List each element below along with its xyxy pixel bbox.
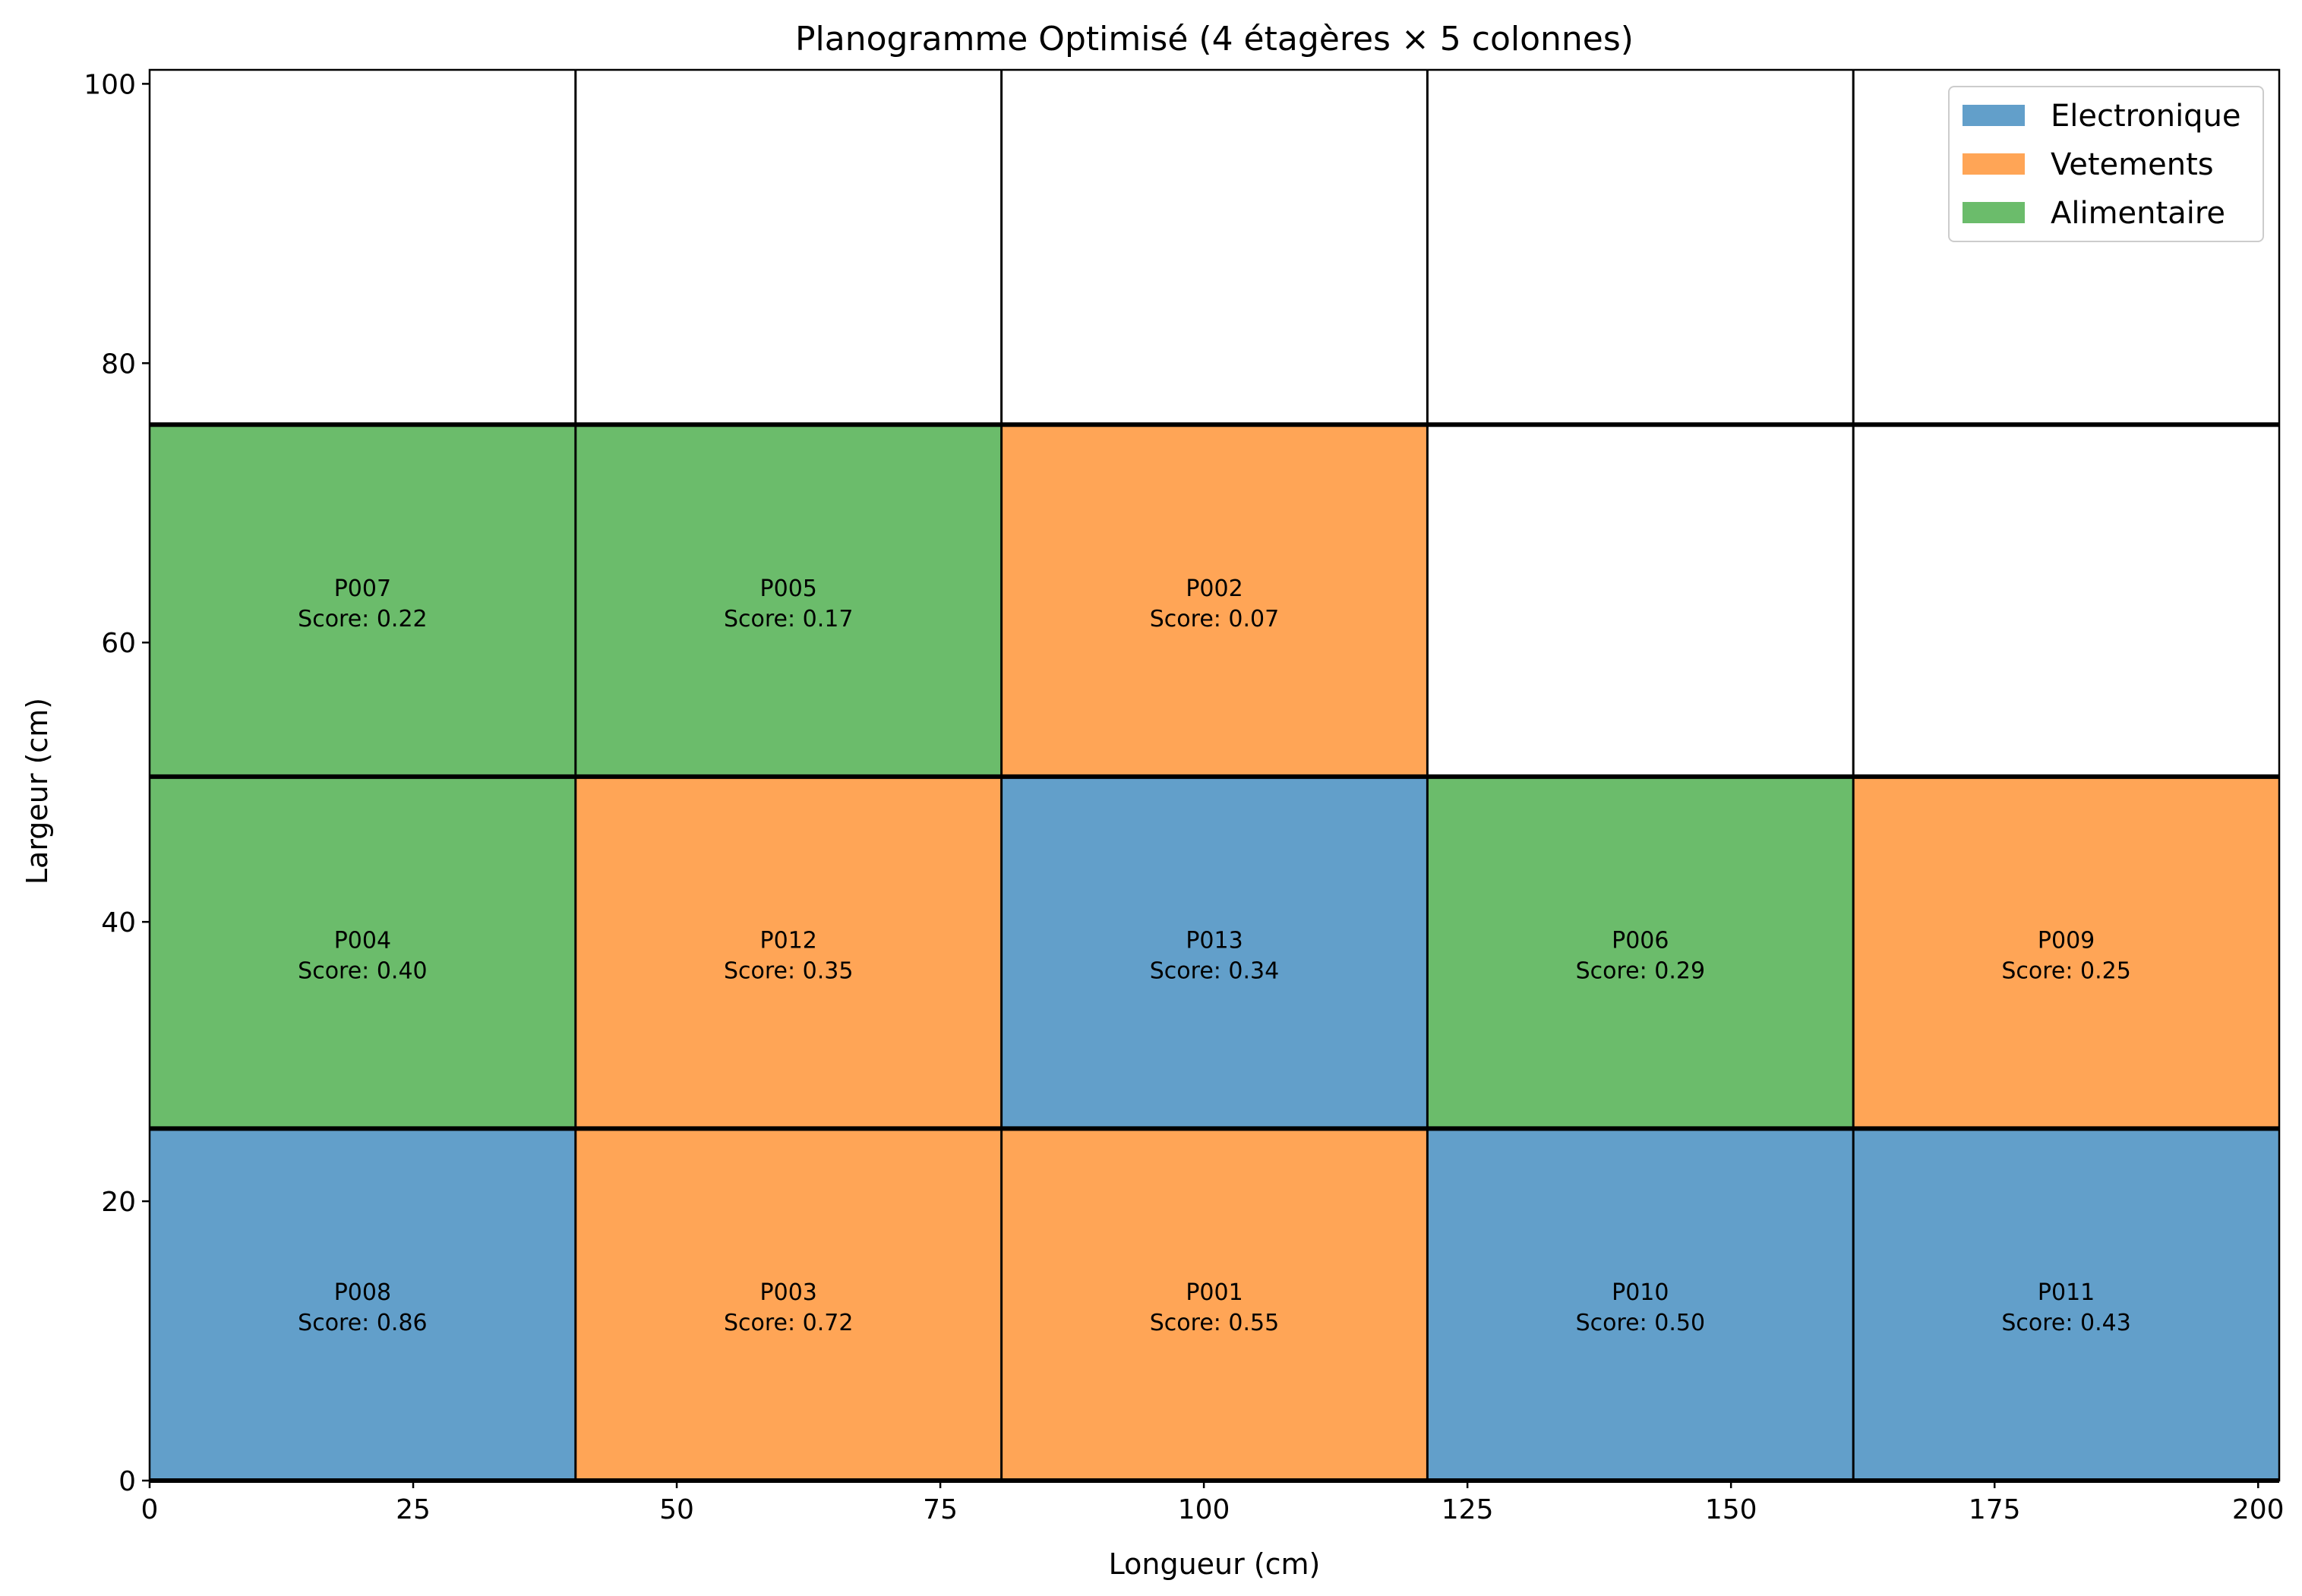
cell-P002 — [1001, 424, 1428, 777]
cell-P011 — [1853, 1128, 2279, 1481]
cell-P013 — [1001, 776, 1428, 1129]
cell-score-label: Score: 0.34 — [1150, 958, 1279, 985]
x-tick-label: 200 — [2232, 1494, 2285, 1525]
x-tick-label: 150 — [1705, 1494, 1757, 1525]
planogram-cells: P008 Score: 0.86 P003 Score: 0.72 P001 Score:… — [150, 424, 2279, 1481]
x-tick-label: 0 — [141, 1494, 159, 1525]
cell-P009 — [1853, 776, 2279, 1129]
cell-P001 — [1001, 1128, 1428, 1481]
cell-product-label: P008 — [334, 1279, 391, 1306]
cell-product-label: P012 — [760, 928, 817, 954]
cell-product-label: P002 — [1186, 576, 1243, 602]
legend: Electronique Vetements Alimentaire — [1948, 86, 2264, 242]
cell-score-label: Score: 0.72 — [724, 1310, 853, 1336]
x-tick-label: 175 — [1969, 1494, 2021, 1525]
cell-score-label: Score: 0.35 — [724, 958, 853, 985]
y-tick-label: 0 — [118, 1466, 136, 1497]
cell-score-label: Score: 0.43 — [2001, 1310, 2130, 1336]
x-axis-label: Longueur (cm) — [1109, 1547, 1321, 1581]
cell-product-label: P006 — [1612, 928, 1669, 954]
x-tick-label: 50 — [659, 1494, 694, 1525]
cell-product-label: P013 — [1186, 928, 1243, 954]
cell-product-label: P005 — [760, 576, 817, 602]
legend-label: Alimentaire — [2051, 196, 2225, 231]
cell-P006 — [1427, 776, 1854, 1129]
cell-product-label: P001 — [1186, 1279, 1243, 1306]
plot-frame — [148, 68, 2281, 1482]
y-tick-label: 80 — [101, 349, 136, 380]
cell-P004 — [150, 776, 576, 1129]
cell-score-label: Score: 0.22 — [298, 606, 427, 632]
legend-label: Vetements — [2051, 147, 2214, 182]
y-tick-label: 60 — [101, 628, 136, 659]
cell-P012 — [575, 776, 1002, 1129]
cell-score-label: Score: 0.07 — [1150, 606, 1279, 632]
cell-product-label: P010 — [1612, 1279, 1669, 1306]
cell-product-label: P007 — [334, 576, 391, 602]
cell-product-label: P011 — [2038, 1279, 2095, 1306]
cell-P003 — [575, 1128, 1002, 1481]
cell-P008 — [150, 1128, 576, 1481]
cell-product-label: P004 — [334, 928, 391, 954]
cell-score-label: Score: 0.25 — [2001, 958, 2130, 985]
cell-score-label: Score: 0.86 — [298, 1310, 427, 1336]
x-tick-label: 100 — [1178, 1494, 1230, 1525]
chart-title: Planogramme Optimisé (4 étagères × 5 col… — [795, 20, 1634, 58]
y-axis-label: Largeur (cm) — [21, 698, 54, 885]
y-tick-label: 100 — [84, 69, 136, 100]
cell-score-label: Score: 0.55 — [1150, 1310, 1279, 1336]
cell-P005 — [575, 424, 1002, 777]
cell-score-label: Score: 0.29 — [1576, 958, 1705, 985]
x-tick-label: 25 — [396, 1494, 431, 1525]
x-tick-label: 125 — [1442, 1494, 1494, 1525]
cell-score-label: Score: 0.40 — [298, 958, 427, 985]
cell-product-label: P009 — [2038, 928, 2095, 954]
cell-P007 — [150, 424, 576, 777]
cell-score-label: Score: 0.17 — [724, 606, 853, 632]
legend-swatch — [1963, 105, 2025, 126]
cell-score-label: Score: 0.50 — [1576, 1310, 1705, 1336]
x-tick-label: 75 — [923, 1494, 958, 1525]
cell-product-label: P003 — [760, 1279, 817, 1306]
axes: 0 25 50 75 100 125 150 175 200 0 20 40 60 80 100 — [84, 68, 2285, 1525]
legend-label: Electronique — [2051, 99, 2241, 134]
y-tick-label: 40 — [101, 907, 136, 938]
y-tick-label: 20 — [101, 1187, 136, 1218]
cell-P010 — [1427, 1128, 1854, 1481]
legend-swatch — [1963, 202, 2025, 223]
legend-box — [1948, 86, 2264, 242]
legend-swatch — [1963, 153, 2025, 175]
